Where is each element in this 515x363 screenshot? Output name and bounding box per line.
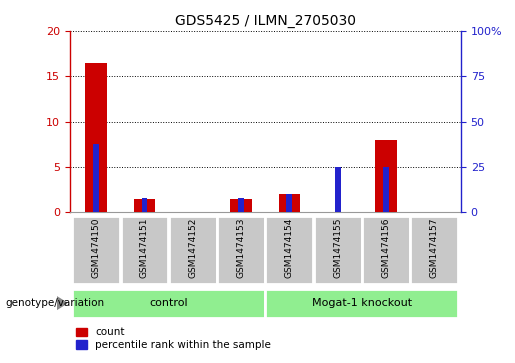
Bar bbox=[133, 199, 156, 212]
Text: Mogat-1 knockout: Mogat-1 knockout bbox=[312, 298, 412, 308]
Bar bbox=[238, 198, 244, 212]
Legend: count, percentile rank within the sample: count, percentile rank within the sample bbox=[72, 323, 275, 354]
FancyBboxPatch shape bbox=[314, 216, 362, 284]
Text: GSM1474153: GSM1474153 bbox=[236, 218, 246, 278]
Title: GDS5425 / ILMN_2705030: GDS5425 / ILMN_2705030 bbox=[175, 15, 356, 28]
Bar bbox=[85, 62, 107, 212]
FancyBboxPatch shape bbox=[410, 216, 458, 284]
Bar bbox=[335, 167, 340, 212]
Bar bbox=[142, 198, 147, 212]
Bar bbox=[383, 167, 389, 212]
FancyBboxPatch shape bbox=[217, 216, 265, 284]
Text: GSM1474154: GSM1474154 bbox=[285, 218, 294, 278]
FancyBboxPatch shape bbox=[265, 289, 458, 318]
FancyBboxPatch shape bbox=[265, 216, 313, 284]
Text: genotype/variation: genotype/variation bbox=[5, 298, 104, 308]
Text: GSM1474156: GSM1474156 bbox=[382, 218, 390, 278]
FancyBboxPatch shape bbox=[72, 289, 265, 318]
Text: GSM1474150: GSM1474150 bbox=[92, 218, 100, 278]
Bar bbox=[279, 194, 300, 212]
Text: GSM1474155: GSM1474155 bbox=[333, 218, 342, 278]
Bar bbox=[375, 140, 397, 212]
FancyBboxPatch shape bbox=[362, 216, 410, 284]
Polygon shape bbox=[57, 297, 67, 310]
Bar bbox=[230, 199, 252, 212]
FancyBboxPatch shape bbox=[121, 216, 168, 284]
FancyBboxPatch shape bbox=[72, 216, 120, 284]
Bar bbox=[286, 194, 293, 212]
Bar bbox=[93, 144, 99, 212]
Text: control: control bbox=[149, 298, 188, 308]
Text: GSM1474152: GSM1474152 bbox=[188, 218, 197, 278]
Text: GSM1474151: GSM1474151 bbox=[140, 218, 149, 278]
FancyBboxPatch shape bbox=[169, 216, 217, 284]
Text: GSM1474157: GSM1474157 bbox=[430, 218, 439, 278]
